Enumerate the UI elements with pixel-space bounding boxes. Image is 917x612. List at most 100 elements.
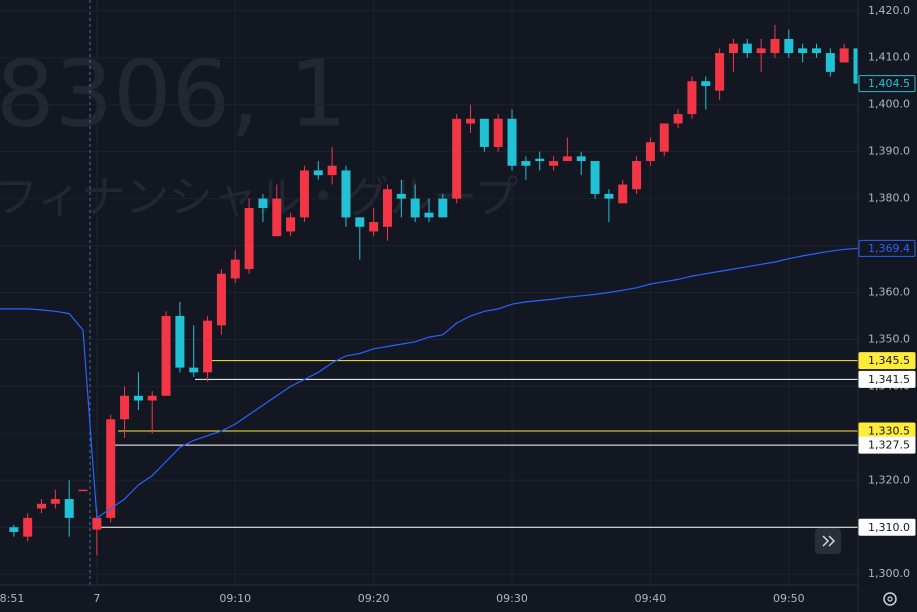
last-price-label-box xyxy=(858,75,916,93)
candle-body xyxy=(452,118,462,199)
grid xyxy=(0,0,858,585)
candle-body xyxy=(9,527,19,532)
level-label-box xyxy=(858,352,916,370)
candle-body xyxy=(549,161,559,166)
candle-body xyxy=(37,503,47,509)
candle-body xyxy=(742,43,752,54)
candle-body xyxy=(50,499,60,504)
vwap-line xyxy=(0,247,859,519)
y-tick-label: 1,300.0 xyxy=(868,567,910,580)
candle-body xyxy=(784,38,794,54)
candle-body xyxy=(576,156,586,162)
candle-body xyxy=(286,217,296,232)
last-price-label-text: 1,404.5 xyxy=(868,77,910,90)
candle-body xyxy=(106,419,116,518)
candle-body xyxy=(687,81,697,115)
y-tick-label: 1,410.0 xyxy=(868,51,910,64)
candle-body xyxy=(535,158,545,162)
x-tick-label: 7 xyxy=(93,592,100,605)
watermark-symbol: 8306, 1 xyxy=(0,40,347,147)
candle-body xyxy=(728,43,738,54)
candle-body xyxy=(396,193,406,199)
scroll-button[interactable] xyxy=(815,528,841,554)
settings-icon[interactable] xyxy=(883,592,897,606)
candle-body xyxy=(798,48,808,54)
y-tick-label: 1,360.0 xyxy=(868,286,910,299)
candle-body xyxy=(645,142,655,162)
candle-body xyxy=(493,118,503,147)
candle-body xyxy=(216,273,226,326)
candle-body xyxy=(770,38,780,54)
vwap-label-text: 1,369.4 xyxy=(868,242,910,255)
level-label-text: 1,327.5 xyxy=(868,439,910,452)
candle-body xyxy=(618,184,628,204)
y-tick-label: 1,390.0 xyxy=(868,145,910,158)
candle-body xyxy=(64,499,74,518)
candle-body xyxy=(341,170,351,218)
candle-body xyxy=(438,198,448,218)
candle-body xyxy=(299,170,309,218)
candle-body xyxy=(272,198,282,237)
candle-body xyxy=(590,161,600,194)
candle-body xyxy=(839,48,849,63)
candle-body xyxy=(825,53,835,72)
settings-icon-center xyxy=(887,596,893,602)
axes: 1,300.01,310.01,320.01,330.01,340.01,350… xyxy=(0,4,916,605)
y-tick-label: 1,420.0 xyxy=(868,4,910,17)
x-tick-label: 09:50 xyxy=(773,592,805,605)
level-label-text: 1,345.5 xyxy=(868,354,910,367)
candle-body xyxy=(313,170,323,176)
x-tick-label: 09:40 xyxy=(635,592,667,605)
candle-body xyxy=(189,367,199,373)
vwap-label-box xyxy=(858,239,916,257)
candle-body xyxy=(78,489,88,492)
y-tick-label: 1,380.0 xyxy=(868,192,910,205)
candle-body xyxy=(369,222,379,232)
candle-body xyxy=(355,217,365,227)
x-tick-label: 09:20 xyxy=(358,592,390,605)
x-tick-label: 8:51 xyxy=(0,592,24,605)
candle-body xyxy=(92,517,102,530)
plot xyxy=(0,24,863,556)
level-label-text: 1,341.5 xyxy=(868,373,910,386)
candle-body xyxy=(479,118,489,147)
y-tick-label: 1,350.0 xyxy=(868,332,910,345)
level-label-box xyxy=(858,518,916,536)
candle-body xyxy=(244,207,254,270)
candle-body xyxy=(382,189,392,227)
candle-body xyxy=(715,53,725,91)
candle-body xyxy=(673,114,683,124)
candle-body xyxy=(562,156,572,162)
candle-body xyxy=(327,165,337,176)
candle-body xyxy=(258,198,268,208)
y-tick-label: 1,400.0 xyxy=(868,98,910,111)
settings-button[interactable] xyxy=(883,592,897,606)
price-axis xyxy=(858,0,917,612)
candle-body xyxy=(410,198,420,218)
candle-body xyxy=(120,395,130,420)
candle-body xyxy=(811,48,821,54)
level-label-box xyxy=(858,436,916,454)
candle-body xyxy=(161,315,171,396)
time-axis xyxy=(0,585,858,612)
candle-body xyxy=(659,123,669,152)
level-label-text: 1,330.5 xyxy=(868,425,910,438)
level-label-box xyxy=(858,370,916,388)
candle-body xyxy=(133,395,143,401)
scroll-icon xyxy=(822,535,836,547)
candle-body xyxy=(756,48,766,54)
candle-body xyxy=(466,118,476,124)
candle-body xyxy=(604,193,614,199)
candle-body xyxy=(424,212,434,218)
x-tick-label: 09:10 xyxy=(219,592,251,605)
candle-body xyxy=(23,517,33,537)
candle-body xyxy=(507,118,517,166)
candle-body xyxy=(521,161,531,166)
candle-body xyxy=(701,81,711,86)
x-tick-label: 09:30 xyxy=(496,592,528,605)
candle-body xyxy=(203,320,213,373)
candle-body xyxy=(230,259,240,279)
